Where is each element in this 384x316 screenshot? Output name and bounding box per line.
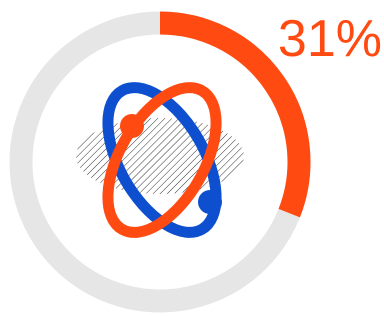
atom-icon — [76, 70, 244, 251]
value-label: 31% — [278, 10, 382, 68]
blue-dot — [198, 190, 222, 214]
progress-chart: 31% — [0, 0, 384, 316]
orange-dot — [120, 114, 144, 138]
